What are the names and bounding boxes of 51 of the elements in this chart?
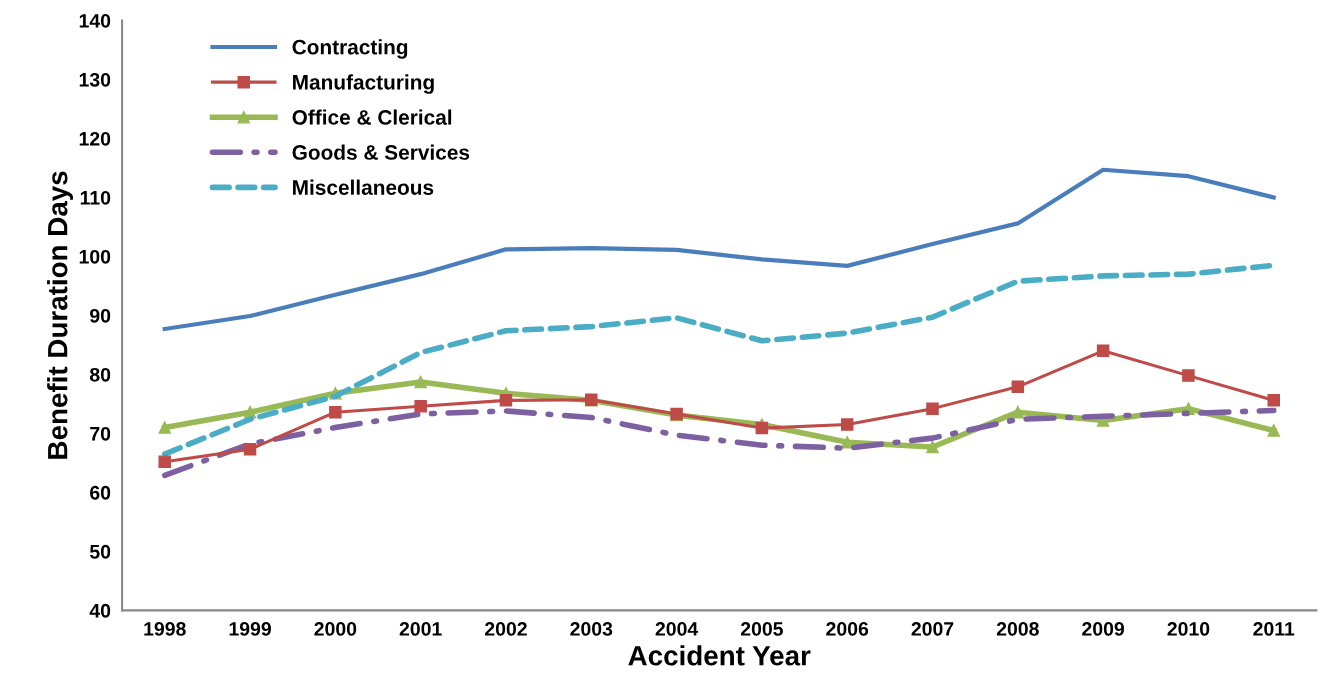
x-tick-label: 2005 — [740, 622, 783, 636]
x-tick-label: 2009 — [1082, 622, 1125, 636]
point — [840, 418, 854, 431]
y-tick-label: 100 — [79, 249, 111, 264]
point — [1011, 405, 1025, 419]
x-tick-label: 2002 — [485, 622, 527, 636]
point — [414, 400, 427, 413]
x-tick-label: 2006 — [826, 622, 869, 636]
line-series — [162, 167, 1276, 332]
x-tick-label: 2004 — [655, 622, 699, 636]
point — [158, 455, 171, 468]
x-axis-title: Accident Year — [628, 645, 811, 666]
x-tick-label: 2011 — [1253, 622, 1295, 636]
y-tick-label: 90 — [90, 308, 111, 323]
point — [1096, 344, 1110, 358]
point — [1182, 369, 1195, 382]
legend-label: Miscellaneous — [293, 179, 434, 195]
y-tick-label: 80 — [89, 367, 111, 382]
y-tick-label: 50 — [89, 544, 111, 559]
y-tick-label: 110 — [80, 190, 111, 205]
x-tick-label: 2010 — [1167, 622, 1210, 636]
x-tick-label: 2008 — [996, 622, 1039, 636]
legend-label: Manufacturing — [293, 74, 434, 94]
point — [243, 443, 257, 456]
y-tick-label: 120 — [79, 131, 111, 146]
y-axis-title: Benefit Duration Days — [47, 171, 73, 459]
x-tick-label: 1998 — [144, 622, 186, 636]
point — [499, 394, 513, 407]
point — [158, 421, 171, 434]
point — [414, 375, 427, 389]
y-tick-label: 130 — [79, 72, 111, 87]
y-tick-label: 60 — [90, 485, 111, 500]
y-tick-label: 40 — [89, 603, 111, 618]
point — [840, 436, 854, 449]
x-tick-label: 2003 — [570, 622, 613, 636]
y-tick-label: 70 — [90, 426, 111, 441]
point — [1011, 380, 1025, 394]
x-tick-label: 1999 — [229, 622, 271, 636]
point — [1267, 424, 1280, 437]
legend-label: Office & Clerical — [292, 109, 452, 125]
point — [329, 405, 342, 419]
point — [1267, 394, 1280, 407]
x-tick-label: 2007 — [911, 622, 954, 636]
legend-label: Goods & Services — [292, 144, 470, 160]
x-tick-label: 2000 — [314, 622, 357, 636]
point — [926, 402, 939, 415]
point — [755, 421, 769, 435]
x-tick-label: 2001 — [399, 622, 442, 636]
y-tick-label: 140 — [79, 13, 111, 28]
legend-label: Contracting — [292, 39, 408, 59]
point — [926, 440, 939, 454]
